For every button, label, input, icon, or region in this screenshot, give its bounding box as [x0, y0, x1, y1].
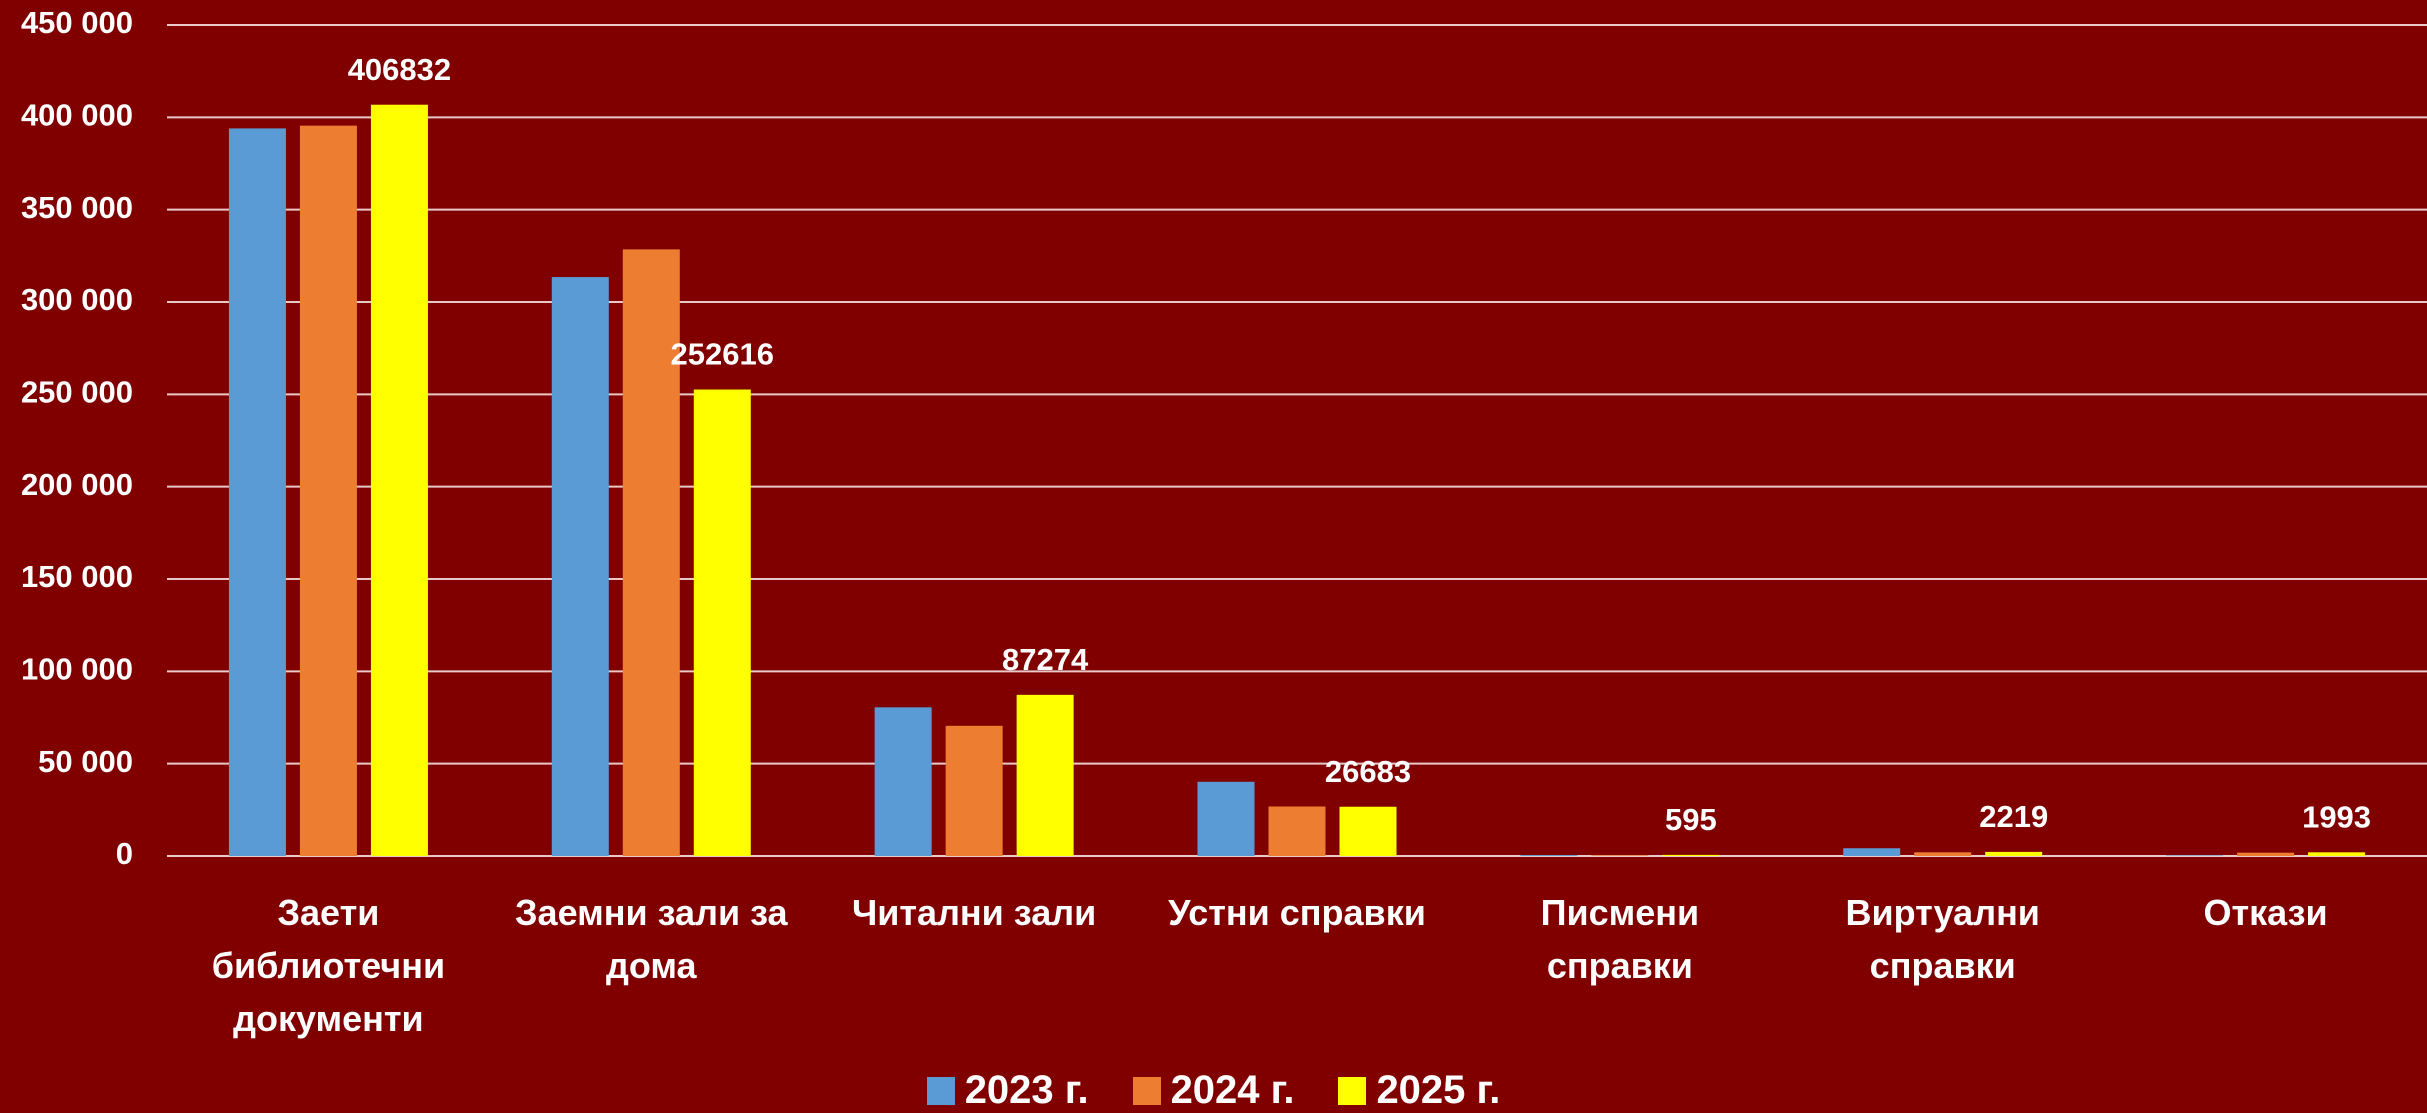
bar — [1843, 848, 1901, 856]
bar — [1520, 855, 1578, 856]
y-tick-label: 0 — [116, 836, 133, 871]
data-label: 595 — [1665, 802, 1717, 837]
data-label: 87274 — [1002, 642, 1089, 677]
bar — [1268, 806, 1326, 856]
bar — [874, 707, 932, 856]
bar — [370, 104, 428, 856]
y-tick-label: 450 000 — [21, 5, 133, 40]
x-tick-label: Виртуални справки — [1845, 892, 2040, 986]
legend-label: 2024 г. — [1170, 1068, 1295, 1112]
x-tick-label: Откази — [2203, 892, 2328, 933]
bar — [1591, 855, 1649, 856]
bar — [228, 128, 286, 856]
y-tick-label: 100 000 — [21, 652, 133, 687]
data-label: 26683 — [1325, 754, 1411, 789]
y-tick-label: 400 000 — [21, 98, 133, 133]
data-label: 406832 — [348, 52, 451, 87]
bar — [1016, 694, 1074, 856]
y-tick-label: 150 000 — [21, 559, 133, 594]
data-label: 252616 — [671, 337, 774, 372]
bar — [551, 277, 609, 856]
legend-label: 2025 г. — [1376, 1068, 1501, 1112]
x-tick-label: Писмени справки — [1540, 892, 1700, 986]
data-label: 1993 — [2302, 800, 2371, 835]
bar — [622, 249, 680, 856]
y-tick-label: 200 000 — [21, 467, 133, 502]
bar — [693, 389, 751, 856]
data-label: 2219 — [1979, 799, 2048, 834]
x-tick-label: Устни справки — [1168, 892, 1426, 933]
bar — [1914, 852, 1972, 856]
y-tick-label: 50 000 — [38, 744, 133, 779]
legend-swatch — [926, 1076, 955, 1105]
bar — [945, 725, 1003, 856]
y-tick-label: 300 000 — [21, 282, 133, 317]
legend-swatch — [1338, 1076, 1367, 1105]
y-tick-label: 350 000 — [21, 190, 133, 225]
legend: 2023 г. 2024 г. 2025 г. — [0, 1068, 2427, 1113]
bar — [1662, 854, 1720, 856]
legend-swatch — [1132, 1076, 1161, 1105]
bar — [2166, 855, 2224, 856]
bar — [1985, 851, 2043, 856]
bar — [299, 125, 357, 857]
legend-item: 2024 г. — [1132, 1068, 1295, 1113]
legend-label: 2023 г. — [964, 1068, 1089, 1112]
legend-item: 2025 г. — [1338, 1068, 1500, 1113]
bar — [2237, 852, 2295, 856]
bar — [1339, 806, 1397, 856]
bar — [2308, 852, 2366, 856]
x-tick-label: Заети библиотечни документи — [211, 892, 446, 1039]
legend-item: 2023 г. — [926, 1068, 1089, 1113]
bar — [1197, 781, 1255, 856]
x-tick-label: Заемни зали за дома — [515, 892, 788, 986]
y-tick-label: 250 000 — [21, 375, 133, 410]
x-tick-label: Читални зали — [851, 892, 1097, 933]
